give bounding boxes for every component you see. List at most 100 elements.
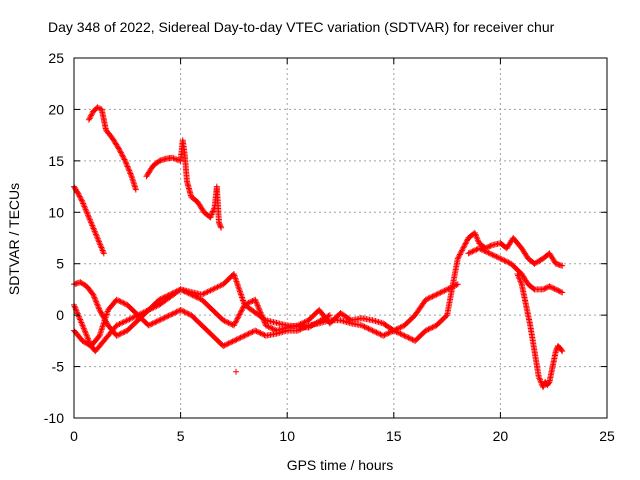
data-point-marker — [373, 329, 380, 336]
data-point-marker — [117, 298, 124, 305]
data-point-marker — [358, 322, 365, 329]
data-point-marker — [437, 289, 444, 296]
data-point-marker — [95, 237, 102, 244]
x-tick-label: 25 — [599, 428, 615, 444]
data-point-marker — [236, 335, 243, 342]
data-point-marker — [144, 307, 151, 314]
data-point-marker — [234, 281, 241, 288]
x-tick-label: 0 — [70, 428, 78, 444]
data-point-marker — [113, 332, 120, 339]
data-point-marker — [169, 310, 176, 317]
data-point-marker — [203, 289, 210, 296]
data-point-marker — [469, 248, 476, 255]
y-axis-label: SDTVAR / TECUs — [6, 183, 22, 295]
data-point-marker — [140, 309, 147, 316]
data-point-marker — [256, 329, 263, 336]
data-point-marker — [150, 304, 157, 311]
data-point-marker — [496, 254, 503, 261]
data-point-marker — [125, 316, 132, 323]
data-point-marker — [222, 318, 229, 325]
data-point-marker — [77, 318, 84, 325]
data-point-marker — [116, 146, 123, 153]
y-tick-label: 5 — [56, 256, 64, 272]
data-point-marker — [301, 319, 308, 326]
data-point-marker — [473, 234, 480, 241]
data-point-marker — [546, 283, 553, 290]
data-point-marker — [537, 378, 544, 385]
data-point-marker — [461, 243, 468, 250]
data-point-marker — [254, 302, 261, 309]
data-point-marker — [78, 319, 85, 326]
data-point-marker — [365, 325, 372, 332]
data-point-marker — [231, 273, 238, 280]
data-point-marker — [401, 332, 408, 339]
data-point-marker — [516, 275, 523, 282]
data-point-marker — [559, 262, 566, 269]
data-point-marker — [209, 210, 216, 217]
data-point-marker — [398, 331, 405, 338]
data-point-marker — [157, 316, 164, 323]
data-point-marker — [90, 292, 97, 299]
data-point-marker — [233, 336, 240, 343]
data-point-marker — [208, 211, 215, 218]
data-point-marker — [127, 315, 134, 322]
data-point-marker — [91, 295, 98, 302]
data-point-marker — [97, 243, 104, 250]
data-point-marker — [81, 328, 88, 335]
data-point-marker — [265, 323, 272, 330]
data-point-marker — [168, 311, 175, 318]
data-point-marker — [207, 214, 214, 221]
data-point-marker — [465, 250, 472, 257]
data-point-marker — [169, 154, 176, 161]
data-point-marker — [396, 325, 403, 331]
data-point-marker — [261, 316, 268, 323]
data-point-marker — [456, 251, 463, 258]
data-point-marker — [218, 224, 225, 231]
data-point-marker — [94, 235, 101, 242]
data-point-marker — [85, 213, 92, 220]
data-point-marker — [434, 290, 441, 297]
data-point-marker — [460, 244, 467, 251]
data-point-marker — [444, 286, 451, 293]
data-point-marker — [554, 287, 561, 294]
data-point-marker — [463, 237, 470, 244]
data-point-marker — [147, 305, 154, 312]
data-point-marker — [518, 279, 525, 286]
data-point-marker — [146, 321, 153, 328]
data-point-marker — [96, 240, 103, 247]
data-point-marker — [394, 329, 401, 336]
data-point-marker — [166, 312, 173, 319]
data-point-marker — [84, 334, 91, 341]
data-point-marker — [170, 310, 177, 317]
data-point-marker — [74, 310, 81, 317]
data-point-marker — [516, 276, 523, 283]
data-point-marker — [238, 308, 245, 315]
data-point-marker — [132, 186, 139, 193]
data-point-marker — [433, 291, 440, 298]
data-point-marker — [236, 311, 243, 318]
data-point-marker — [120, 153, 127, 160]
data-point-marker — [230, 271, 237, 277]
data-point-marker — [85, 212, 92, 219]
data-point-marker — [122, 159, 129, 166]
data-point-marker — [95, 105, 102, 112]
data-point-marker — [198, 291, 205, 298]
data-point-marker — [115, 145, 122, 152]
data-point-marker — [130, 314, 137, 321]
data-point-marker — [83, 209, 90, 216]
data-point-marker — [501, 257, 508, 264]
data-point-marker — [258, 330, 265, 337]
data-point-marker — [100, 248, 107, 255]
data-point-marker — [386, 329, 393, 336]
data-point-marker — [95, 333, 102, 340]
data-point-marker — [474, 235, 481, 242]
data-point-marker — [240, 298, 247, 305]
data-point-marker — [233, 316, 240, 323]
data-point-marker — [153, 303, 160, 310]
data-point-marker — [390, 327, 397, 334]
data-point-marker — [86, 215, 93, 222]
data-point-marker — [117, 149, 124, 156]
data-point-marker — [118, 299, 125, 306]
data-point-marker — [98, 244, 105, 251]
data-point-marker — [224, 341, 231, 348]
